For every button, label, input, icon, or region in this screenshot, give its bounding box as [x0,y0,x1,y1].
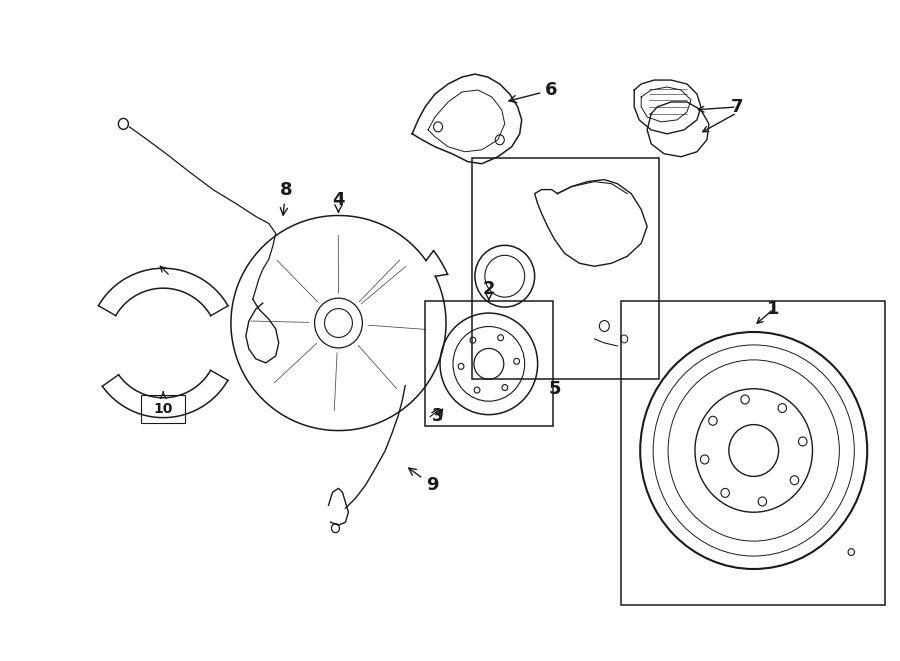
Bar [141,395,185,422]
Text: 7: 7 [731,98,743,116]
Bar [472,158,659,379]
Text: 1: 1 [768,300,780,318]
Text: 4: 4 [332,190,345,212]
Text: 9: 9 [409,468,438,494]
Text: 6: 6 [509,81,558,102]
Text: 3: 3 [432,407,444,424]
Bar [425,301,553,426]
Bar [621,301,886,605]
Text: 8: 8 [279,180,292,215]
Text: 5: 5 [548,380,561,398]
Text: 10: 10 [154,402,173,416]
Text: 2: 2 [482,280,495,301]
